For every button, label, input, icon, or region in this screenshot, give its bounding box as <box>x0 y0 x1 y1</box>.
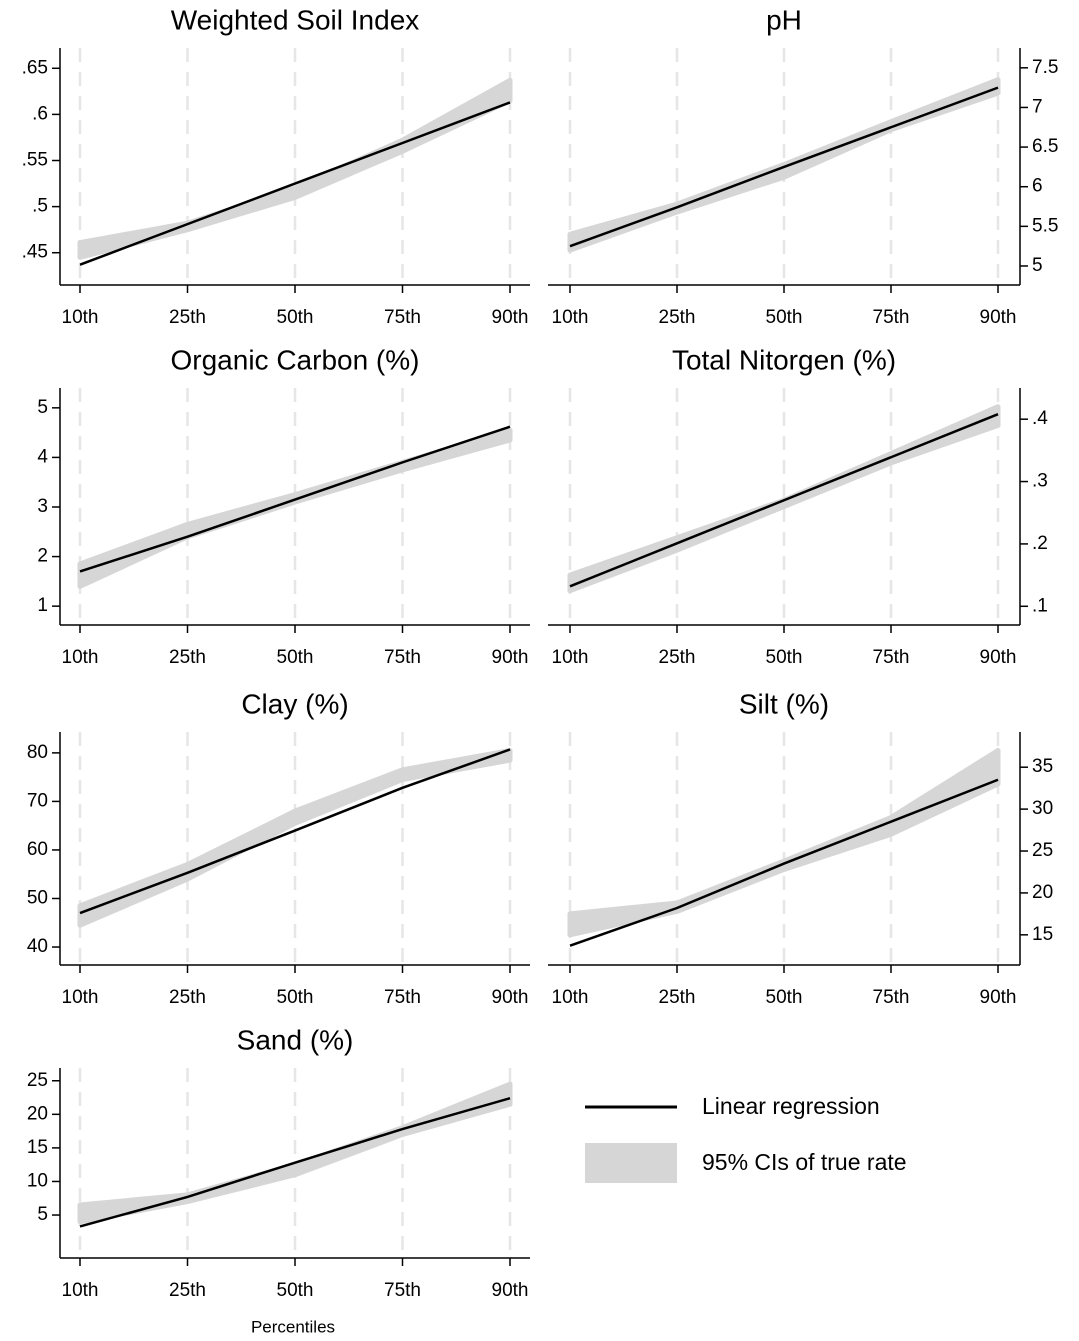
x-tick-label: 25th <box>659 307 696 328</box>
y-tick-label: 15 <box>1032 924 1053 945</box>
y-tick-label: .1 <box>1032 595 1048 616</box>
legend-label: Linear regression <box>702 1093 880 1119</box>
y-tick-label: 7 <box>1032 96 1043 117</box>
x-tick-label: 75th <box>384 647 421 668</box>
x-tick-label: 75th <box>384 1280 421 1301</box>
y-tick-label: 7.5 <box>1032 57 1058 78</box>
y-tick-label: .65 <box>22 57 48 78</box>
x-tick-label: 90th <box>980 987 1017 1008</box>
regression-line <box>569 778 999 947</box>
panel-title: Organic Carbon (%) <box>171 344 420 375</box>
x-tick-label: 75th <box>873 307 910 328</box>
regression-line <box>79 101 511 266</box>
y-tick-label: 35 <box>1032 756 1053 777</box>
x-tick-label: 90th <box>492 1280 529 1301</box>
x-tick-label: 25th <box>659 987 696 1008</box>
y-tick-label: 6.5 <box>1032 136 1058 157</box>
y-tick-label: 60 <box>27 839 48 860</box>
panel-title: Clay (%) <box>241 688 348 719</box>
y-tick-label: .3 <box>1032 471 1048 492</box>
x-tick-label: 50th <box>277 1280 314 1301</box>
ci-band <box>567 404 1001 594</box>
y-tick-label: 25 <box>27 1070 48 1091</box>
y-tick-label: .5 <box>32 196 48 217</box>
x-tick-label: 75th <box>873 647 910 668</box>
ci-band <box>567 747 1001 938</box>
y-tick-label: 15 <box>27 1137 48 1158</box>
x-tick-label: 90th <box>492 307 529 328</box>
panel-title: pH <box>766 4 802 35</box>
legend-band-swatch <box>585 1143 677 1183</box>
y-tick-label: .55 <box>22 150 48 171</box>
x-tick-label: 25th <box>169 307 206 328</box>
y-tick-label: 5 <box>37 1204 48 1225</box>
x-tick-label: 25th <box>169 987 206 1008</box>
x-tick-label: 10th <box>62 1280 99 1301</box>
y-tick-label: 40 <box>27 936 48 957</box>
x-tick-label: 10th <box>552 647 589 668</box>
x-tick-label: 25th <box>169 1280 206 1301</box>
x-tick-label: 75th <box>873 987 910 1008</box>
y-tick-label: 50 <box>27 888 48 909</box>
y-tick-label: 5.5 <box>1032 215 1058 236</box>
x-tick-label: 75th <box>384 307 421 328</box>
x-tick-label: 10th <box>62 987 99 1008</box>
x-tick-label: 10th <box>62 647 99 668</box>
x-tick-label: 50th <box>277 647 314 668</box>
y-tick-label: 10 <box>27 1170 48 1191</box>
y-tick-label: 70 <box>27 790 48 811</box>
regression-line <box>569 86 999 248</box>
x-tick-label: 75th <box>384 987 421 1008</box>
ci-band <box>77 427 513 589</box>
y-tick-label: 30 <box>1032 798 1053 819</box>
y-tick-label: 5 <box>1032 255 1043 276</box>
x-tick-label: 90th <box>980 647 1017 668</box>
x-tick-label: 50th <box>766 307 803 328</box>
regression-line <box>79 425 511 573</box>
x-tick-label: 90th <box>980 307 1017 328</box>
y-tick-label: .6 <box>32 103 48 124</box>
panel-title: Silt (%) <box>739 688 829 719</box>
x-tick-label: 10th <box>552 987 589 1008</box>
x-tick-label: 10th <box>552 307 589 328</box>
y-tick-label: 2 <box>37 546 48 567</box>
y-tick-label: 4 <box>37 446 48 467</box>
x-tick-label: 25th <box>659 647 696 668</box>
regression-line <box>569 413 999 588</box>
y-tick-label: .2 <box>1032 533 1048 554</box>
panel-title: Weighted Soil Index <box>171 4 420 35</box>
x-tick-label: 50th <box>766 647 803 668</box>
regression-line <box>79 1097 511 1228</box>
y-tick-label: 25 <box>1032 840 1053 861</box>
y-tick-label: 3 <box>37 496 48 517</box>
x-tick-label: 10th <box>62 307 99 328</box>
legend-label: 95% CIs of true rate <box>702 1149 907 1175</box>
x-tick-label: 90th <box>492 647 529 668</box>
y-tick-label: 6 <box>1032 176 1043 197</box>
x-tick-label: 25th <box>169 647 206 668</box>
panel-title: Sand (%) <box>237 1024 354 1055</box>
regression-line <box>79 748 511 915</box>
y-tick-label: 20 <box>1032 882 1053 903</box>
y-tick-label: 5 <box>37 397 48 418</box>
panel-title: Total Nitorgen (%) <box>672 344 896 375</box>
y-tick-label: 1 <box>37 595 48 616</box>
x-axis-label: Percentiles <box>251 1317 335 1336</box>
x-tick-label: 50th <box>277 987 314 1008</box>
y-tick-label: .4 <box>1032 408 1048 429</box>
y-tick-label: .45 <box>22 242 48 263</box>
x-tick-label: 50th <box>766 987 803 1008</box>
x-tick-label: 90th <box>492 987 529 1008</box>
ci-band <box>77 747 513 928</box>
y-tick-label: 20 <box>27 1103 48 1124</box>
y-tick-label: 80 <box>27 742 48 763</box>
x-tick-label: 50th <box>277 307 314 328</box>
